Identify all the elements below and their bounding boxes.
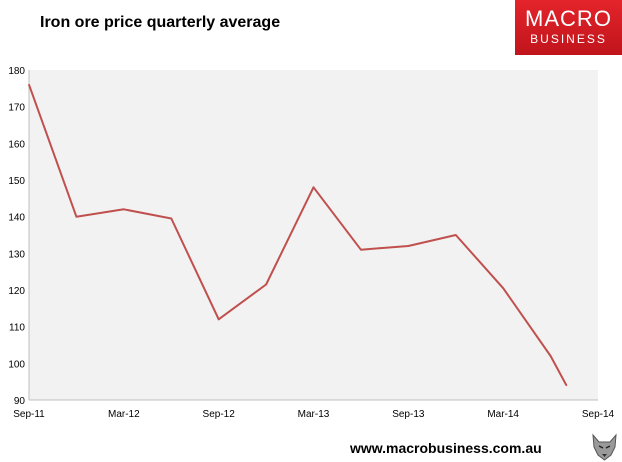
data-point xyxy=(549,355,552,357)
data-point xyxy=(360,248,362,251)
y-tick-label: 90 xyxy=(14,396,26,407)
data-point xyxy=(75,215,78,218)
x-tick-label: Mar-13 xyxy=(298,409,330,420)
data-point xyxy=(565,384,568,387)
y-tick-label: 110 xyxy=(9,323,25,334)
wolf-icon xyxy=(589,431,620,462)
data-point xyxy=(170,217,173,220)
y-tick-label: 170 xyxy=(8,103,25,114)
data-point xyxy=(407,245,410,247)
y-tick-label: 140 xyxy=(8,213,25,224)
y-tick-label: 160 xyxy=(8,139,25,150)
x-tick-label: Mar-14 xyxy=(487,409,519,420)
series-layer xyxy=(28,83,568,387)
data-point xyxy=(502,287,504,289)
logo-line-2: BUSINESS xyxy=(530,32,607,46)
x-tick-label: Mar-12 xyxy=(108,409,140,420)
data-point xyxy=(265,283,267,286)
y-axis: 90 100 110 120 130 140 150 160 170 180 xyxy=(8,66,30,407)
x-tick-label: Sep-14 xyxy=(582,409,615,420)
y-tick-label: 150 xyxy=(8,176,25,187)
plot-area xyxy=(29,70,598,400)
data-point xyxy=(123,208,125,211)
logo-line-1: MACRO xyxy=(525,6,612,31)
x-tick-label: Sep-12 xyxy=(203,409,236,420)
x-tick-label: Sep-13 xyxy=(392,409,425,420)
y-tick-label: 130 xyxy=(8,249,25,260)
y-tick-label: 180 xyxy=(8,66,25,77)
data-point xyxy=(217,318,220,321)
x-axis: Sep-11 Mar-12 Sep-12 Mar-13 Sep-13 Mar-14 Sep-… xyxy=(13,399,615,420)
y-tick-label: 120 xyxy=(8,286,25,297)
data-point xyxy=(28,83,30,86)
data-point xyxy=(312,186,315,189)
x-tick-label: Sep-11 xyxy=(13,409,45,420)
macrobusiness-logo: MACRO BUSINESS xyxy=(515,0,622,55)
chart-title: Iron ore price quarterly average xyxy=(40,14,281,31)
website-url[interactable]: www.macrobusiness.com.au xyxy=(350,440,542,456)
data-point xyxy=(454,234,457,236)
y-tick-label: 100 xyxy=(8,359,25,370)
